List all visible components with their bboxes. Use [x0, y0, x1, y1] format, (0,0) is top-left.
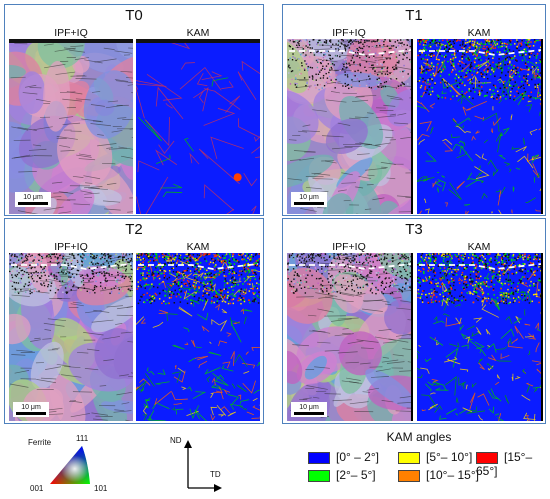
- panel-t2: T2 IPF+IQ KAM 10 μm: [4, 218, 264, 424]
- ipf-texture: [287, 39, 411, 214]
- kam-legend-item: [10°– 15°]: [398, 468, 479, 482]
- ipf-iq-map: [287, 253, 413, 421]
- td-label: TD: [210, 470, 221, 479]
- ipf-iq-label: IPF+IQ: [9, 27, 133, 39]
- legend-swatch: [308, 470, 330, 482]
- kam-map: [136, 253, 260, 421]
- kam-texture: [136, 39, 260, 214]
- ipf-iq-map: [287, 39, 413, 214]
- kam-legend-item: [0° – 2°]: [308, 450, 379, 464]
- kam-label: KAM: [417, 27, 541, 39]
- ipf-phase-label: Ferrite: [28, 438, 51, 447]
- nd-arrow-icon: [184, 440, 192, 448]
- scale-bar: 10 μm: [291, 192, 327, 207]
- kam-map: [417, 39, 543, 214]
- panel-title: T1: [283, 7, 545, 25]
- ipf-111-label: 111: [76, 434, 88, 443]
- kam-label: KAM: [136, 241, 260, 253]
- kam-map: [136, 39, 260, 214]
- sample-axes-key: ND TD: [160, 436, 230, 494]
- panel-title: T0: [5, 7, 263, 25]
- ipf-color-key: Ferrite 111 001 101: [8, 432, 128, 494]
- ipf-101-label: 101: [94, 484, 107, 493]
- legend-swatch: [398, 452, 420, 464]
- ipf-texture: [9, 253, 133, 421]
- ipf-texture: [287, 253, 411, 421]
- kam-angles-legend: KAM angles [0° – 2°] [5°– 10°] [15°– 65°…: [290, 430, 548, 492]
- scale-bar: 10 μm: [13, 402, 49, 417]
- ipf-iq-map: [9, 253, 133, 421]
- ipf-001-label: 001: [30, 484, 43, 493]
- kam-texture: [417, 253, 541, 421]
- ipf-texture: [9, 39, 133, 214]
- panel-t1: T1 IPF+IQ KAM 10 μm: [282, 4, 546, 216]
- scale-bar: 10 μm: [291, 402, 327, 417]
- panel-title: T3: [283, 221, 545, 239]
- ipf-iq-label: IPF+IQ: [287, 241, 411, 253]
- kam-map: [417, 253, 543, 421]
- kam-legend-item: [15°– 65°]: [476, 450, 548, 464]
- nd-label: ND: [170, 436, 182, 445]
- panel-t0: T0 IPF+IQ KAM 10 μm: [4, 4, 264, 216]
- kam-legend-title: KAM angles: [290, 430, 548, 444]
- panel-title: T2: [5, 221, 263, 239]
- kam-legend-item: [5°– 10°]: [398, 450, 472, 464]
- kam-label: KAM: [136, 27, 260, 39]
- panel-t3: T3 IPF+IQ KAM 10 μm: [282, 218, 546, 424]
- kam-label: KAM: [417, 241, 541, 253]
- legend-swatch: [476, 452, 498, 464]
- td-arrow-icon: [214, 484, 222, 492]
- ipf-iq-map: [9, 39, 133, 214]
- kam-legend-item: [2°– 5°]: [308, 468, 376, 482]
- ipf-iq-label: IPF+IQ: [287, 27, 411, 39]
- legend-swatch: [308, 452, 330, 464]
- kam-texture: [136, 253, 260, 421]
- ipf-iq-label: IPF+IQ: [9, 241, 133, 253]
- legend-swatch: [398, 470, 420, 482]
- scale-bar: 10 μm: [15, 192, 51, 207]
- kam-texture: [417, 39, 541, 214]
